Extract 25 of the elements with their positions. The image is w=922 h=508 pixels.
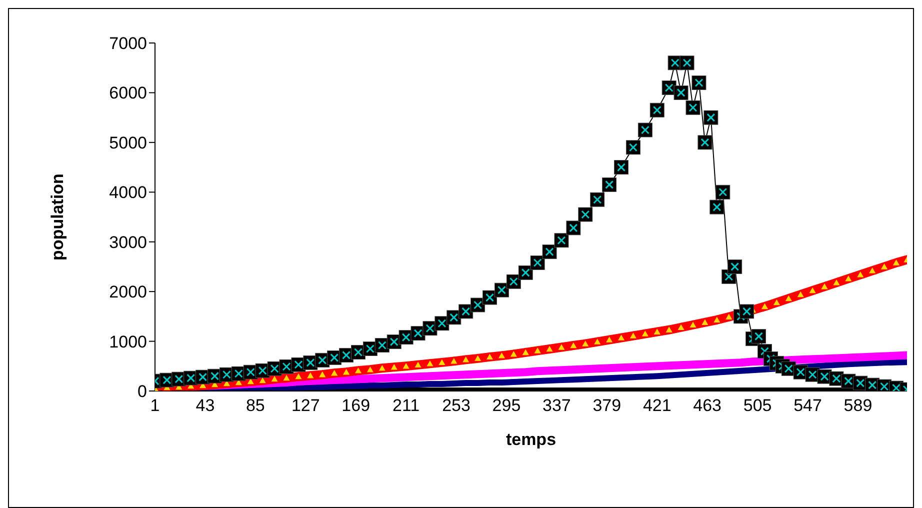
- y-tick-label: 5000: [109, 133, 147, 152]
- x-tick-label: 169: [342, 396, 370, 416]
- x-tick-label: 253: [442, 396, 470, 416]
- x-tick-label: 85: [246, 396, 265, 416]
- x-tick-label: 43: [196, 396, 215, 416]
- y-tick-label: 2000: [109, 282, 147, 302]
- x-tick-label: 379: [592, 396, 622, 416]
- x-tick-label: 547: [794, 396, 822, 416]
- y-axis-title: population: [48, 174, 68, 260]
- x-tick-label: 295: [492, 396, 521, 416]
- x-tick-label: 337: [542, 396, 571, 416]
- x-axis-title: temps: [506, 430, 556, 449]
- x-tick-label: 505: [743, 396, 772, 416]
- y-tick-label: 6000: [109, 84, 147, 103]
- x-tick-label: 463: [693, 396, 722, 416]
- y-tick-label: 4000: [109, 183, 147, 202]
- x-tick-label: 1: [150, 396, 160, 416]
- y-tick-label: 7000: [109, 34, 147, 54]
- x-tick-label: 211: [392, 396, 420, 416]
- x-tick-label: 421: [642, 396, 672, 416]
- y-tick-label: 3000: [109, 232, 147, 252]
- y-tick-label: 1000: [109, 332, 147, 352]
- x-tick-label: 127: [291, 396, 320, 416]
- x-tick-label: 589: [844, 396, 872, 416]
- y-tick-label: 0: [138, 382, 147, 402]
